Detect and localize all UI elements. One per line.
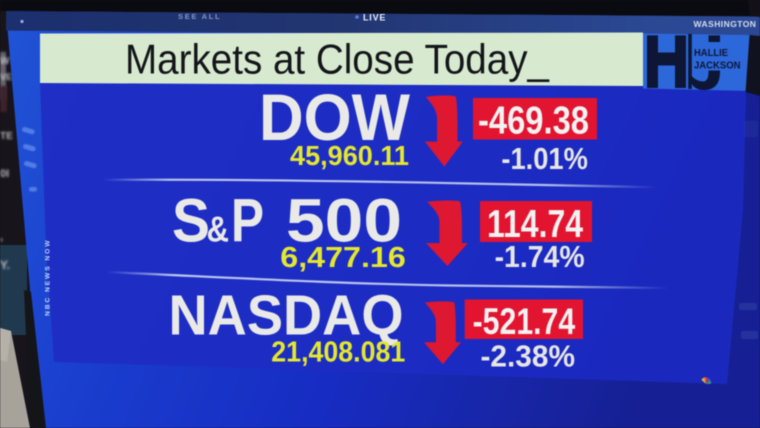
svg-text:S: S	[172, 186, 210, 254]
svg-text:LIVE: LIVE	[363, 13, 386, 23]
svg-text:NBC NEWS NOW: NBC NEWS NOW	[45, 239, 52, 316]
svg-text:&: &	[207, 208, 230, 249]
svg-text:500: 500	[286, 186, 402, 254]
svg-text:VE: VE	[0, 72, 12, 82]
svg-text:HALLIE: HALLIE	[694, 48, 728, 59]
svg-text:6,477.16: 6,477.16	[280, 242, 406, 274]
svg-text:W: W	[0, 56, 10, 67]
svg-text:SEE ALL: SEE ALL	[178, 12, 221, 21]
svg-text:P: P	[231, 186, 264, 254]
svg-text:45,960.11: 45,960.11	[290, 140, 409, 171]
svg-text:WASHINGTON: WASHINGTON	[694, 19, 757, 29]
svg-text:JACKSON: JACKSON	[694, 61, 741, 72]
svg-text:-2.38%: -2.38%	[481, 340, 576, 374]
svg-text:Markets at Close Today_: Markets at Close Today_	[125, 36, 550, 83]
svg-text:-521.74: -521.74	[473, 301, 576, 342]
svg-text:-469.38: -469.38	[478, 100, 589, 143]
svg-text:114.74: 114.74	[487, 203, 583, 246]
svg-text:-1.74%: -1.74%	[495, 240, 585, 274]
svg-text:Y.: Y.	[0, 258, 10, 272]
svg-text:-1.01%: -1.01%	[501, 142, 588, 176]
svg-text:DOW: DOW	[259, 80, 411, 154]
svg-text:NASDAQ: NASDAQ	[169, 284, 404, 348]
svg-text:TE: TE	[0, 131, 13, 142]
svg-text:0I: 0I	[0, 168, 9, 180]
svg-text:21,408.081: 21,408.081	[271, 336, 405, 368]
svg-text:,: ,	[0, 231, 3, 243]
